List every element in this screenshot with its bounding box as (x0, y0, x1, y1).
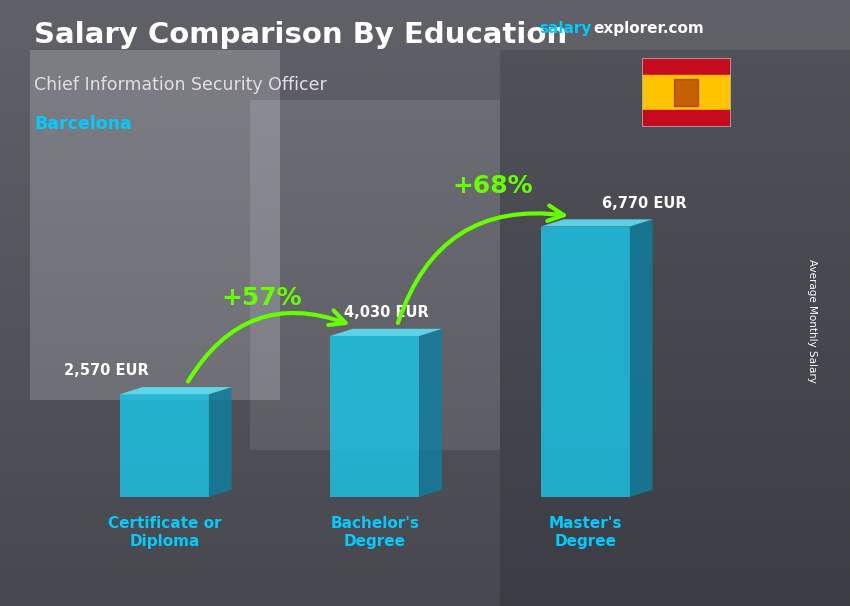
Text: explorer.com: explorer.com (593, 21, 704, 36)
Text: +68%: +68% (452, 174, 532, 198)
Polygon shape (630, 219, 653, 497)
Text: 2,570 EUR: 2,570 EUR (65, 363, 150, 378)
Text: Salary Comparison By Education: Salary Comparison By Education (34, 21, 567, 49)
Text: salary: salary (540, 21, 592, 36)
Bar (331, 336, 419, 497)
Polygon shape (331, 329, 442, 336)
Bar (120, 395, 209, 497)
Bar (642, 58, 731, 75)
Polygon shape (541, 219, 653, 227)
Bar (642, 110, 731, 127)
Text: Barcelona: Barcelona (34, 115, 132, 133)
Text: +57%: +57% (221, 285, 302, 310)
Bar (541, 227, 630, 497)
Polygon shape (120, 387, 231, 395)
Bar (642, 75, 731, 110)
Text: 4,030 EUR: 4,030 EUR (343, 305, 428, 320)
Polygon shape (209, 387, 231, 497)
Text: Chief Information Security Officer: Chief Information Security Officer (34, 76, 326, 94)
Text: Average Monthly Salary: Average Monthly Salary (807, 259, 817, 383)
Bar (675, 79, 698, 105)
Text: 6,770 EUR: 6,770 EUR (602, 196, 687, 210)
Polygon shape (419, 329, 442, 497)
